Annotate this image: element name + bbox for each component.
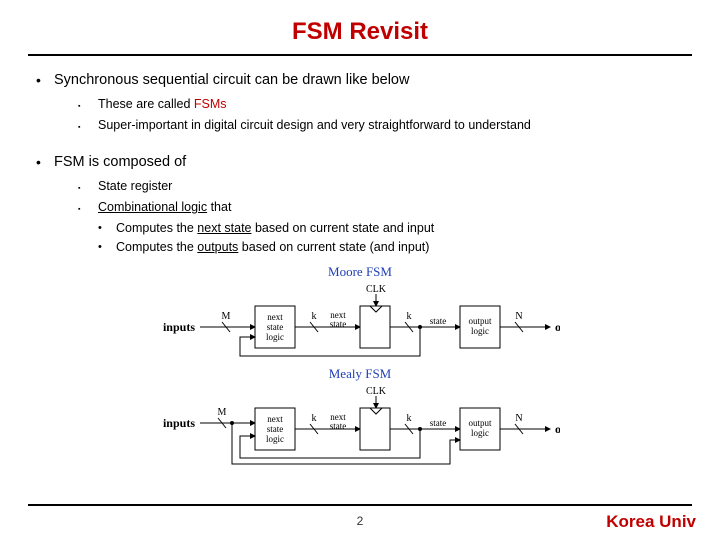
- bullet-2-2-ii-text: Computes the outputs based on current st…: [116, 239, 429, 256]
- bullet-1-1-a: These are called: [98, 97, 194, 111]
- b22ib: next state: [197, 221, 251, 235]
- mb1l1: next: [267, 414, 283, 424]
- mns2: state: [330, 421, 347, 431]
- stl: state: [430, 316, 447, 326]
- b1l2: state: [267, 322, 284, 332]
- m-label: M: [222, 311, 231, 322]
- b22iia: Computes the: [116, 240, 197, 254]
- b22iic: based on current state (and input): [238, 240, 429, 254]
- bullet-2-2-i: • Computes the next state based on curre…: [98, 220, 684, 237]
- bullet-1-1-text: These are called FSMs: [98, 96, 227, 113]
- mn: N: [515, 413, 522, 424]
- bullet-square-icon: ▪: [78, 178, 98, 197]
- mout: outputs: [555, 422, 560, 436]
- mb1l3: logic: [266, 434, 284, 444]
- bullet-2-2: ▪ Combinational logic that: [78, 199, 684, 218]
- bullet-2-2-ii: • Computes the outputs based on current …: [98, 239, 684, 256]
- b22iib: outputs: [197, 240, 238, 254]
- diagram-area: Moore FSM CLK inputs M next state logic: [36, 264, 684, 466]
- bullet-2-1: ▪ State register: [78, 178, 684, 197]
- bullet-dot-icon: •: [36, 70, 54, 90]
- content-area: • Synchronous sequential circuit can be …: [0, 70, 720, 466]
- b3l2: logic: [471, 326, 489, 336]
- bullet-2-text: FSM is composed of: [54, 152, 186, 172]
- nlab: N: [515, 311, 522, 322]
- bullet-square-icon: ▪: [78, 117, 98, 136]
- mb3l2: logic: [471, 428, 489, 438]
- mb3l1: output: [468, 418, 492, 428]
- bullet-square-icon: ▪: [78, 199, 98, 218]
- bullet-dot-icon: •: [98, 239, 116, 256]
- bullet-2: • FSM is composed of: [36, 152, 684, 172]
- nsl2: state: [330, 319, 347, 329]
- bullet-1-2: ▪ Super-important in digital circuit des…: [78, 117, 684, 136]
- b3l1: output: [468, 316, 492, 326]
- mealy-label: Mealy FSM: [329, 366, 391, 382]
- bullet-2-1-text: State register: [98, 178, 172, 195]
- bullet-1-1: ▪ These are called FSMs: [78, 96, 684, 115]
- k1: k: [312, 311, 317, 322]
- bullet-dot-icon: •: [98, 220, 116, 237]
- bullet-dot-icon: •: [36, 152, 54, 172]
- top-rule: [28, 54, 692, 56]
- b1l3: logic: [266, 332, 284, 342]
- moore-diagram: CLK inputs M next state logic k next sta…: [160, 282, 560, 360]
- clk-label: CLK: [366, 284, 387, 295]
- mealy-diagram: CLK inputs M next state logic k next sta…: [160, 384, 560, 466]
- page-title: FSM Revisit: [0, 0, 720, 54]
- bullet-2-2-text: Combinational logic that: [98, 199, 231, 216]
- mb1l2: state: [267, 424, 284, 434]
- clk2: CLK: [366, 386, 387, 397]
- k2: k: [407, 311, 412, 322]
- mk2: k: [407, 413, 412, 424]
- mk1: k: [312, 413, 317, 424]
- inputs-label: inputs: [163, 320, 195, 334]
- bullet-1-2-text: Super-important in digital circuit desig…: [98, 117, 531, 134]
- m2: M: [218, 407, 227, 418]
- bullet-1-1-b: FSMs: [194, 97, 227, 111]
- outl: outputs: [555, 320, 560, 334]
- moore-label: Moore FSM: [328, 264, 392, 280]
- bullet-2-2-i-text: Computes the next state based on current…: [116, 220, 434, 237]
- mst: state: [430, 418, 447, 428]
- bullet-2-2-b: that: [207, 200, 231, 214]
- b22ia: Computes the: [116, 221, 197, 235]
- footer-branding: Korea Univ: [606, 512, 696, 532]
- bullet-1-text: Synchronous sequential circuit can be dr…: [54, 70, 409, 90]
- bullet-2-2-a: Combinational logic: [98, 200, 207, 214]
- in2: inputs: [163, 416, 195, 430]
- title-text: FSM Revisit: [292, 18, 428, 45]
- bullet-1: • Synchronous sequential circuit can be …: [36, 70, 684, 90]
- b22ic: based on current state and input: [252, 221, 435, 235]
- bottom-rule: [28, 504, 692, 506]
- bullet-square-icon: ▪: [78, 96, 98, 115]
- b1l1: next: [267, 312, 283, 322]
